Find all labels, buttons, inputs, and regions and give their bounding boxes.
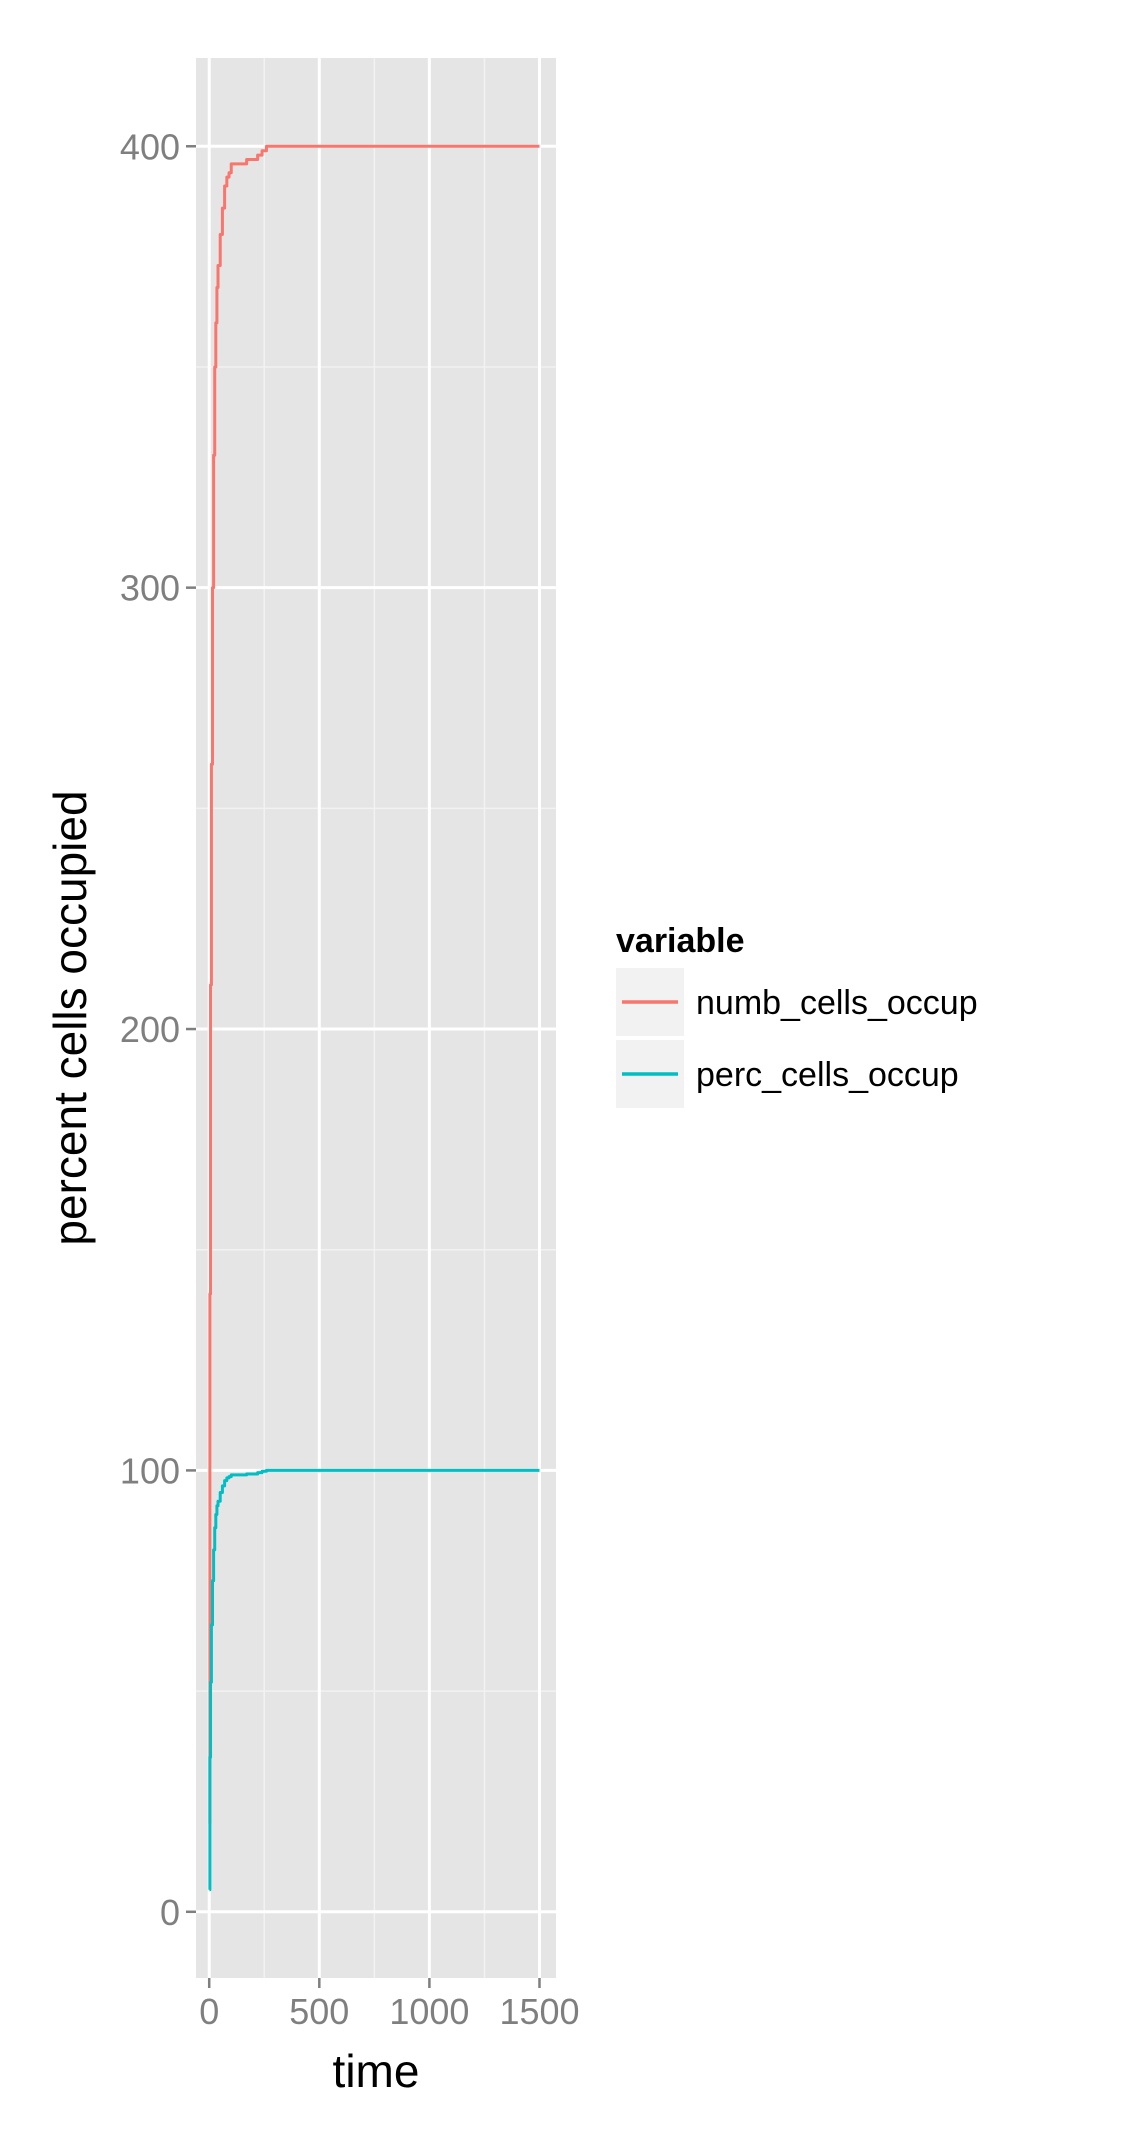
y-tick-label: 300 bbox=[120, 568, 180, 609]
x-tick-label: 500 bbox=[289, 1991, 349, 2032]
x-tick-label: 1500 bbox=[499, 1991, 579, 2032]
plot-panel bbox=[196, 58, 556, 1978]
minor-gridlines bbox=[196, 58, 556, 1978]
x-tick-label: 0 bbox=[199, 1991, 219, 2032]
y-tick-label: 100 bbox=[120, 1450, 180, 1491]
x-axis-title: time bbox=[333, 2045, 420, 2097]
y-tick-label: 200 bbox=[120, 1009, 180, 1050]
x-axis-ticks: 0 500 1000 1500 bbox=[199, 1978, 580, 2032]
y-tick-label: 0 bbox=[160, 1892, 180, 1933]
y-axis-title: percent cells occupied bbox=[44, 790, 96, 1245]
series-line-perc_cells_occup bbox=[208, 1468, 540, 1892]
series-lines bbox=[208, 144, 540, 1892]
legend-title: variable bbox=[616, 922, 745, 960]
y-tick-label: 400 bbox=[120, 126, 180, 167]
legend-items: numb_cells_occup perc_cells_occup bbox=[616, 968, 978, 1108]
legend-label: perc_cells_occup bbox=[696, 1056, 959, 1094]
y-axis-ticks: 0 100 200 300 400 bbox=[120, 126, 196, 1933]
legend: variable numb_cells_occup perc_cells_occu… bbox=[616, 922, 978, 1108]
legend-label: numb_cells_occup bbox=[696, 984, 978, 1022]
x-tick-label: 1000 bbox=[389, 1991, 469, 2032]
series-line-numb_cells_occup bbox=[208, 144, 540, 1826]
